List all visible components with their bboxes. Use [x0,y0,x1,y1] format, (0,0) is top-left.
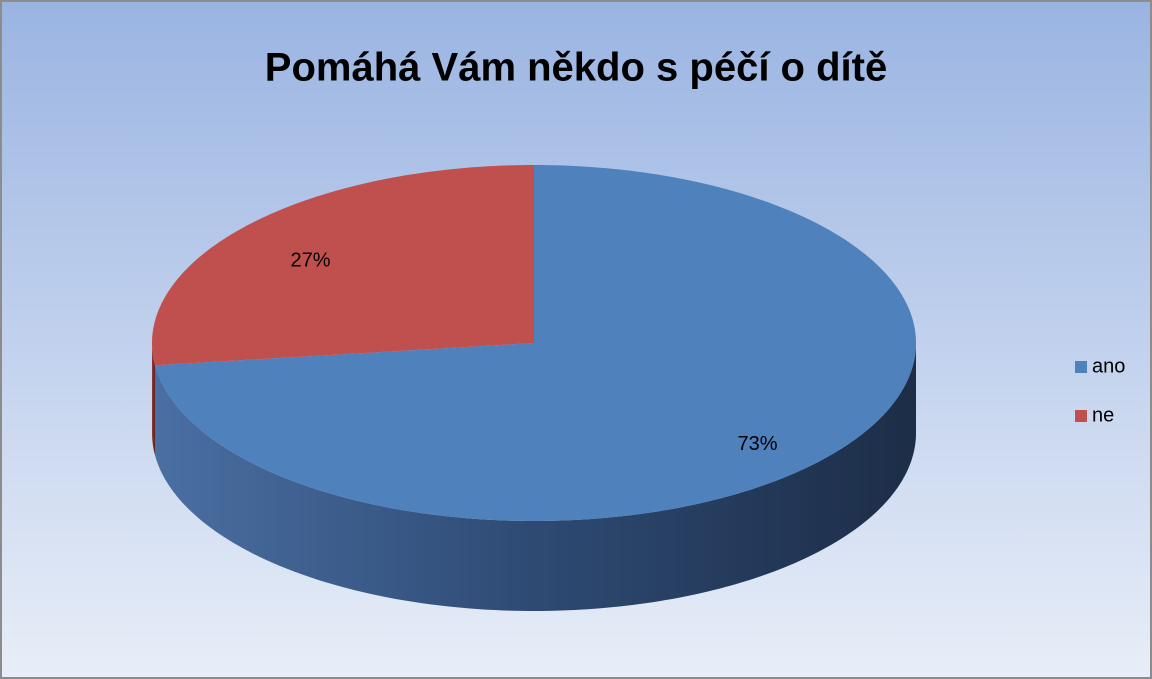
data-label: 27% [290,249,330,271]
pie-side [152,343,156,456]
legend-label: ano [1092,355,1125,377]
pie-side [155,343,916,611]
data-label: 73% [737,433,777,455]
chart-title: Pomáhá Vám někdo s péčí o dítě [265,46,887,90]
legend-swatch [1075,361,1087,373]
legend-label: ne [1092,404,1114,426]
pie-slice [155,165,916,521]
legend-swatch [1075,410,1087,422]
pie-slice [152,165,534,366]
